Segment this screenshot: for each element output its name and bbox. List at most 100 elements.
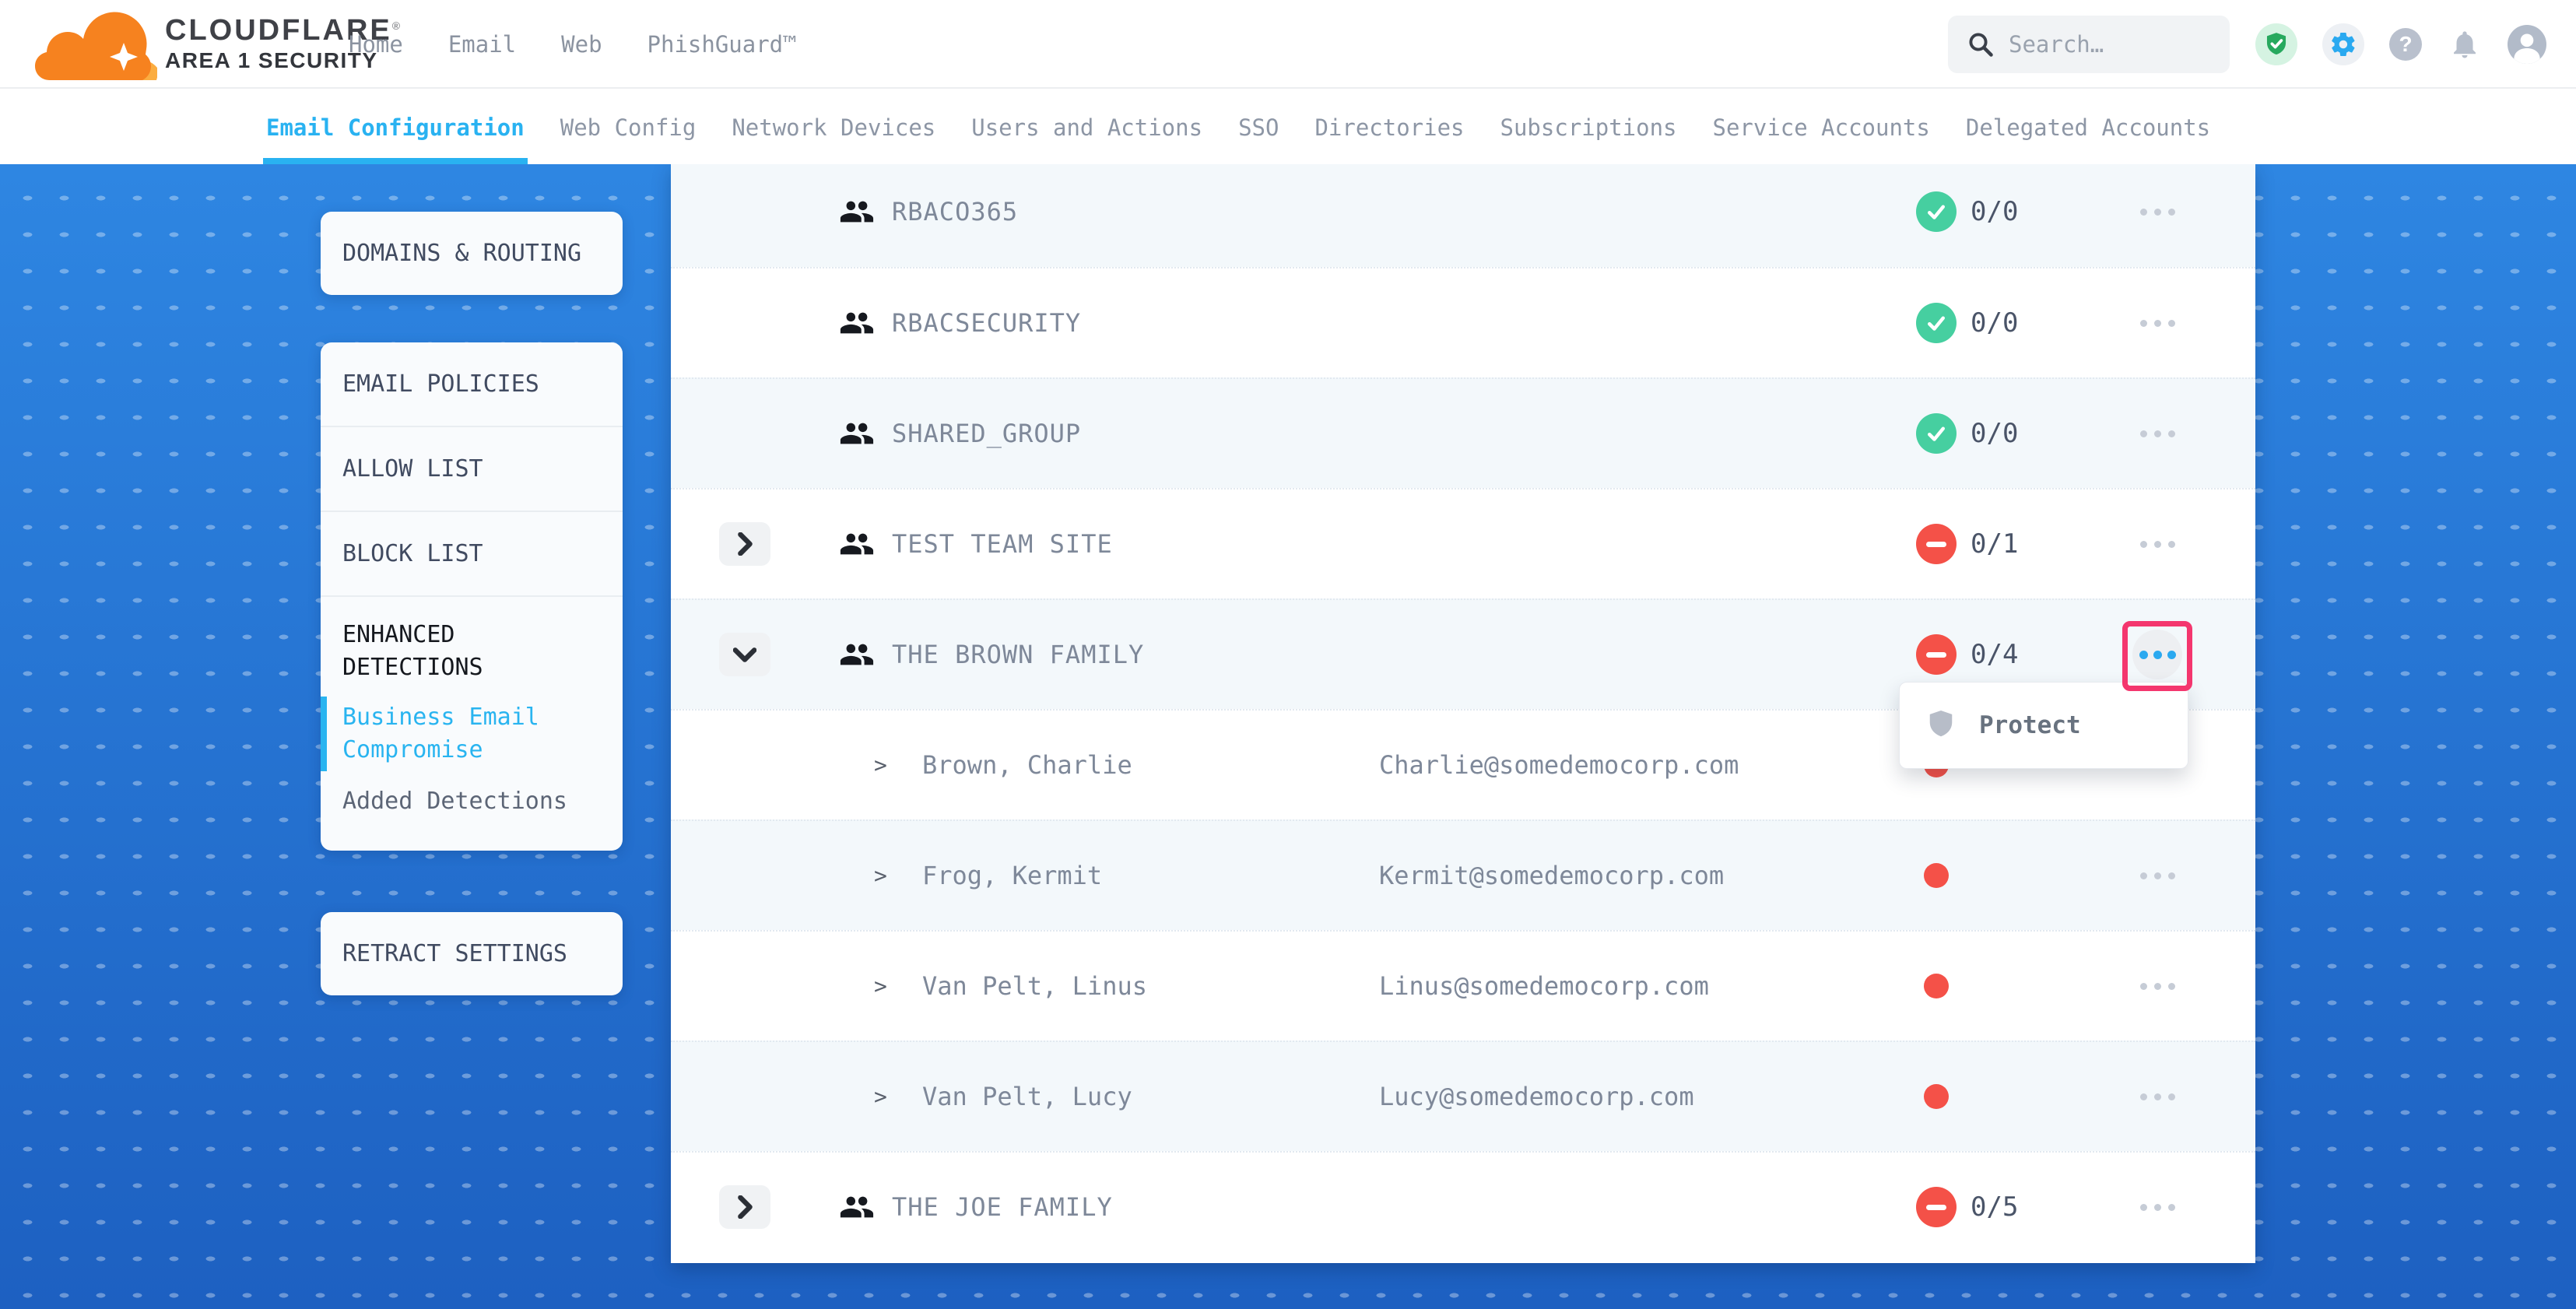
sidebar-card-2: EMAIL POLICIES ALLOW LIST BLOCK LIST ENHANC…: [321, 342, 623, 851]
group-name: RBACSECURITY: [892, 308, 1082, 338]
expand-row-button[interactable]: [719, 1185, 770, 1229]
brand-name: CLOUDFLARE®: [165, 14, 403, 47]
table-row: THE JOE FAMILY 0/5: [671, 1151, 2255, 1262]
search-input[interactable]: [2009, 31, 2203, 58]
account-avatar-icon[interactable]: [2508, 25, 2546, 64]
minus-glyph: [1926, 541, 1946, 547]
expand-row-button[interactable]: [719, 522, 770, 566]
groups-table: RBACO365 0/0 RBACSECURITY 0/0 SHARED_GROUP 0/…: [671, 164, 2255, 1263]
sidebar-item-domains-routing[interactable]: DOMAINS & ROUTING: [342, 240, 582, 267]
top-nav-home[interactable]: Home: [349, 31, 403, 58]
sidebar-item-retract-settings[interactable]: RETRACT SETTINGS: [342, 940, 567, 967]
table-row: SHARED_GROUP 0/0: [671, 377, 2255, 488]
table-row: TEST TEAM SITE 0/1: [671, 488, 2255, 598]
tab-sso[interactable]: SSO: [1238, 114, 1279, 141]
top-nav: Home Email Web PhishGuard™: [349, 0, 797, 89]
member-chevron-icon[interactable]: >: [874, 973, 887, 999]
top-bar: CLOUDFLARE® AREA 1 SECURITY Home Email Web…: [0, 0, 2576, 89]
collapse-row-button[interactable]: [719, 633, 770, 676]
search-icon: [1969, 33, 1993, 57]
row-actions-menu-button[interactable]: [2126, 292, 2188, 354]
search-box[interactable]: [1948, 16, 2230, 73]
group-people-icon: [840, 312, 874, 334]
protection-count: 0/1: [1971, 528, 2019, 560]
tab-web-config[interactable]: Web Config: [560, 114, 697, 141]
sidebar-item-added-detections[interactable]: Added Detections: [342, 788, 567, 815]
row-actions-menu-button[interactable]: [2126, 1176, 2188, 1238]
sidebar-item-business-email-compromise[interactable]: Business Email Compromise: [321, 692, 623, 776]
table-row: > Van Pelt, Linus Linus@somedemocorp.com: [671, 930, 2255, 1041]
row-actions-menu-button[interactable]: [2126, 844, 2188, 907]
status-unprotected-dot: [1924, 1084, 1949, 1109]
member-email: Kermit@somedemocorp.com: [1379, 861, 1725, 890]
minus-glyph: [1926, 1204, 1946, 1210]
help-question-icon[interactable]: ?: [2389, 28, 2422, 61]
tab-users-and-actions[interactable]: Users and Actions: [971, 114, 1203, 141]
sidebar-group-enhanced-detections: ENHANCED DETECTIONS Business Email Compro…: [321, 595, 623, 851]
member-name: Frog, Kermit: [922, 861, 1103, 890]
tab-subscriptions[interactable]: Subscriptions: [1500, 114, 1677, 141]
group-people-icon: [840, 1196, 874, 1218]
group-name: TEST TEAM SITE: [892, 529, 1113, 559]
status-protected-icon: [1916, 191, 1957, 232]
table-row: > Frog, Kermit Kermit@somedemocorp.com: [671, 819, 2255, 930]
status-unprotected-dot: [1924, 974, 1949, 998]
status-blocked-icon: [1916, 1187, 1957, 1227]
top-nav-web[interactable]: Web: [561, 31, 602, 58]
protection-count: 0/5: [1971, 1191, 2019, 1223]
member-chevron-icon[interactable]: >: [874, 1083, 887, 1110]
group-people-icon: [840, 644, 874, 665]
top-nav-phishguard[interactable]: PhishGuard™: [647, 31, 797, 58]
row-actions-menu-button[interactable]: [2132, 630, 2182, 679]
status-blocked-icon: [1916, 524, 1957, 564]
table-row: RBACO365 0/0: [671, 164, 2255, 267]
shield-icon: [1929, 711, 1953, 737]
sidebar-item-email-policies[interactable]: EMAIL POLICIES: [342, 370, 539, 398]
brand-subtitle: AREA 1 SECURITY: [165, 47, 378, 72]
top-nav-email[interactable]: Email: [447, 31, 517, 58]
cloudflare-area1-logo: CLOUDFLARE® AREA 1 SECURITY: [33, 3, 402, 84]
settings-gear-icon[interactable]: [2322, 23, 2364, 65]
protection-count: 0/0: [1971, 196, 2019, 227]
member-name: Van Pelt, Linus: [922, 971, 1147, 1001]
protection-count: 0/0: [1971, 307, 2019, 339]
row-actions-menu-button[interactable]: [2126, 1065, 2188, 1128]
tab-directories[interactable]: Directories: [1314, 114, 1465, 141]
sidebar-item-allow-list[interactable]: ALLOW LIST: [321, 426, 623, 511]
row-actions-menu-button[interactable]: [2126, 181, 2188, 243]
content-background: DOMAINS & ROUTING EMAIL POLICIES ALLOW LIS…: [0, 164, 2576, 1309]
group-name: THE JOE FAMILY: [892, 1192, 1113, 1222]
shield-check-icon[interactable]: [2255, 23, 2297, 65]
group-name: RBACO365: [892, 197, 1019, 226]
tab-email-configuration[interactable]: Email Configuration: [263, 90, 528, 164]
row-actions-menu-button[interactable]: [2126, 402, 2188, 465]
group-people-icon: [840, 533, 874, 555]
member-chevron-icon[interactable]: >: [874, 862, 887, 889]
header-icons: ?: [2255, 0, 2546, 89]
group-name: THE BROWN FAMILY: [892, 640, 1145, 669]
member-email: Charlie@somedemocorp.com: [1379, 750, 1739, 780]
tab-network-devices[interactable]: Network Devices: [732, 114, 936, 141]
minus-glyph: [1926, 651, 1946, 658]
member-name: Brown, Charlie: [922, 750, 1132, 780]
row-actions-menu-button[interactable]: [2126, 513, 2188, 575]
status-unprotected-dot: [1924, 863, 1949, 888]
status-protected-icon: [1916, 413, 1957, 454]
tab-delegated-accounts[interactable]: Delegated Accounts: [1965, 114, 2211, 141]
tab-service-accounts[interactable]: Service Accounts: [1712, 114, 1930, 141]
row-actions-menu-button[interactable]: [2126, 955, 2188, 1017]
member-chevron-icon[interactable]: >: [874, 752, 887, 778]
cloudflare-cloud-icon: [35, 12, 157, 81]
menu-item-protect[interactable]: Protect: [1979, 711, 2081, 739]
status-blocked-icon: [1916, 634, 1957, 675]
sidebar-card-1: DOMAINS & ROUTING: [321, 212, 623, 295]
registered-mark: ®: [391, 19, 403, 32]
sidebar-item-enhanced-detections[interactable]: ENHANCED DETECTIONS: [342, 621, 483, 681]
table-row: RBACSECURITY 0/0: [671, 267, 2255, 377]
notifications-bell-icon[interactable]: [2447, 26, 2483, 62]
sidebar-card-3: RETRACT SETTINGS: [321, 912, 623, 995]
section-tabs: Email Configuration Web Config Network Dev…: [0, 90, 2576, 164]
table-row: > Van Pelt, Lucy Lucy@somedemocorp.com: [671, 1041, 2255, 1151]
status-protected-icon: [1916, 303, 1957, 343]
sidebar-item-block-list[interactable]: BLOCK LIST: [321, 511, 623, 595]
